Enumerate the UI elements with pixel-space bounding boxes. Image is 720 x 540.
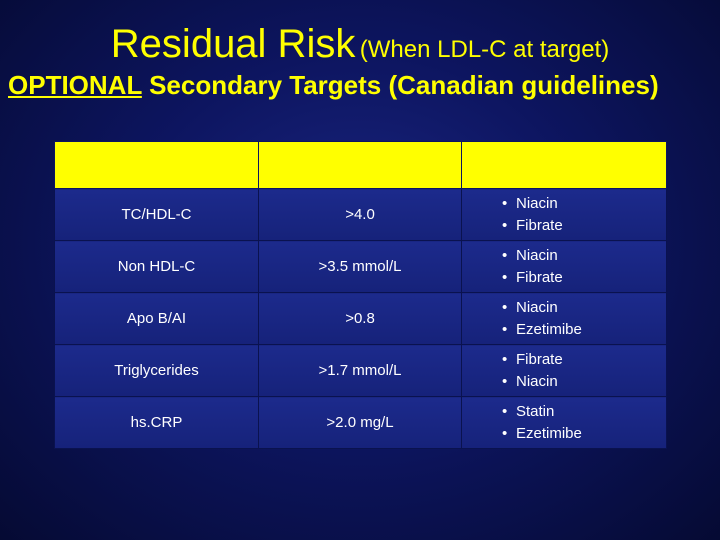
target-cell: >4.0 xyxy=(258,188,462,241)
header-cell-parameter xyxy=(54,141,259,189)
table-row: hs.CRP >2.0 mg/L Statin Ezetimibe xyxy=(54,396,667,449)
therapy-item: Fibrate xyxy=(502,349,666,371)
table-row: Non HDL-C >3.5 mmol/L Niacin Fibrate xyxy=(54,240,667,293)
therapy-cell: Niacin Ezetimibe xyxy=(461,292,667,345)
parameter-cell: Apo B/AI xyxy=(54,292,259,345)
therapy-item: Ezetimibe xyxy=(502,423,666,445)
therapy-cell: Fibrate Niacin xyxy=(461,344,667,397)
subtitle-text: Secondary Targets (Canadian guidelines) xyxy=(141,70,659,100)
target-cell: >1.7 mmol/L xyxy=(258,344,462,397)
therapy-item: Niacin xyxy=(502,297,666,319)
therapy-item: Fibrate xyxy=(502,267,666,289)
targets-table: TC/HDL-C >4.0 Niacin Fibrate Non HDL-C >… xyxy=(54,141,667,449)
parameter-cell: hs.CRP xyxy=(54,396,259,449)
target-cell: >0.8 xyxy=(258,292,462,345)
title-main: Residual Risk xyxy=(110,22,356,66)
target-cell: >3.5 mmol/L xyxy=(258,240,462,293)
therapy-item: Statin xyxy=(502,401,666,423)
parameter-cell: TC/HDL-C xyxy=(54,188,259,241)
table-header-row xyxy=(54,141,667,189)
parameter-cell: Triglycerides xyxy=(54,344,259,397)
therapy-item: Ezetimibe xyxy=(502,319,666,341)
slide-subtitle: OPTIONAL Secondary Targets (Canadian gui… xyxy=(8,70,720,101)
table-row: Apo B/AI >0.8 Niacin Ezetimibe xyxy=(54,292,667,345)
therapy-cell: Niacin Fibrate xyxy=(461,188,667,241)
header-cell-target xyxy=(258,141,462,189)
therapy-item: Niacin xyxy=(502,371,666,393)
parameter-cell: Non HDL-C xyxy=(54,240,259,293)
header-cell-therapy xyxy=(461,141,667,189)
therapy-item: Niacin xyxy=(502,193,666,215)
therapy-item: Niacin xyxy=(502,245,666,267)
target-cell: >2.0 mg/L xyxy=(258,396,462,449)
title-parenthetical: (When LDL-C at target) xyxy=(359,36,610,63)
therapy-cell: Statin Ezetimibe xyxy=(461,396,667,449)
table-row: Triglycerides >1.7 mmol/L Fibrate Niacin xyxy=(54,344,667,397)
subtitle-optional: OPTIONAL xyxy=(8,70,142,100)
therapy-cell: Niacin Fibrate xyxy=(461,240,667,293)
table-row: TC/HDL-C >4.0 Niacin Fibrate xyxy=(54,188,667,241)
therapy-item: Fibrate xyxy=(502,215,666,237)
slide-title: Residual Risk (When LDL-C at target) xyxy=(0,22,720,67)
